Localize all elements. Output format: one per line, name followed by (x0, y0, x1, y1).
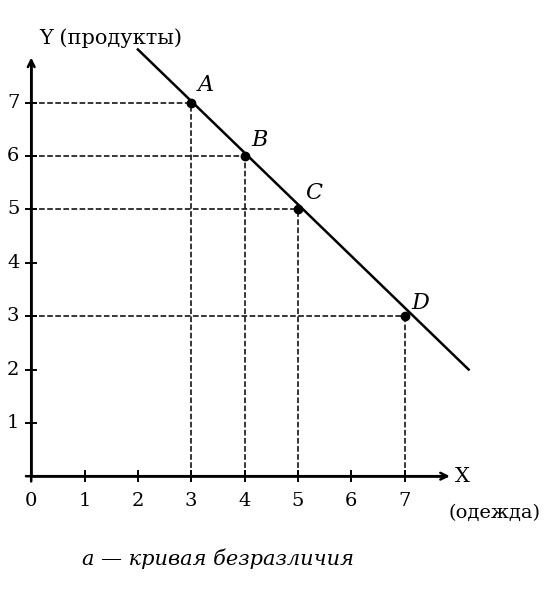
Text: 4: 4 (7, 254, 19, 272)
Text: 4: 4 (238, 492, 251, 510)
Text: 2: 2 (7, 360, 19, 379)
Text: 5: 5 (7, 201, 19, 218)
Text: 5: 5 (292, 492, 304, 510)
Text: A: A (198, 74, 214, 96)
Text: 1: 1 (78, 492, 91, 510)
Text: D: D (411, 291, 430, 313)
Text: 7: 7 (398, 492, 411, 510)
Text: (одежда): (одежда) (448, 504, 540, 522)
Text: 6: 6 (7, 147, 19, 165)
Text: 2: 2 (131, 492, 144, 510)
Text: 6: 6 (345, 492, 358, 510)
Text: a — кривая безразличия: a — кривая безразличия (82, 548, 354, 569)
Text: B: B (251, 129, 268, 151)
Text: 7: 7 (7, 94, 19, 112)
Text: C: C (305, 182, 322, 204)
Text: 3: 3 (7, 307, 19, 325)
Text: 1: 1 (7, 414, 19, 432)
Text: Y (продукты): Y (продукты) (39, 29, 182, 48)
Text: X: X (455, 467, 470, 486)
Text: 3: 3 (185, 492, 197, 510)
Text: 0: 0 (25, 492, 37, 510)
